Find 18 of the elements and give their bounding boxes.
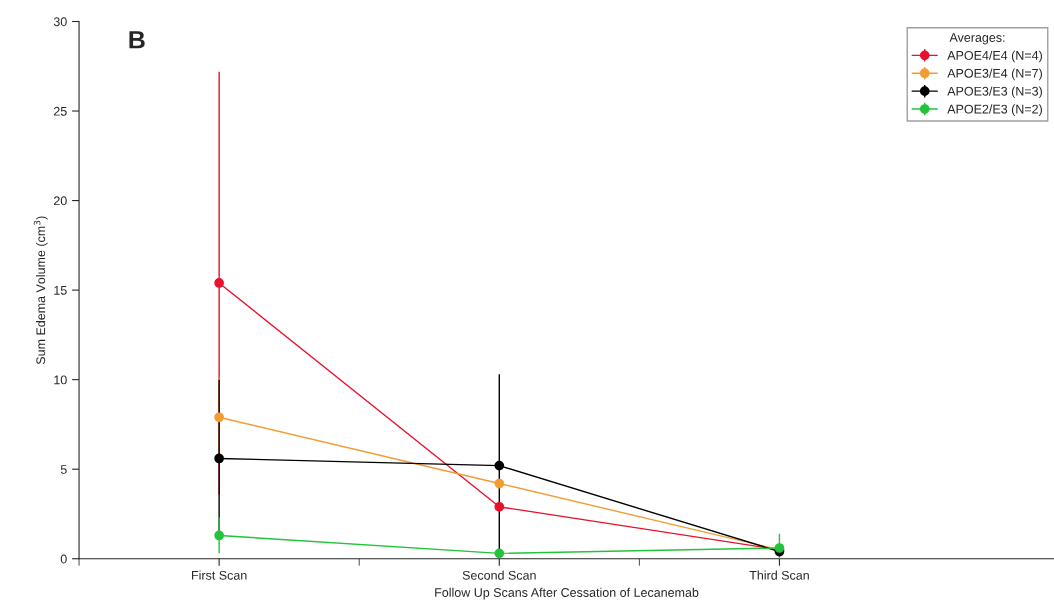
legend-label: APOE2/E3 (N=2) — [947, 104, 1042, 116]
x-tick-label: Third Scan — [749, 570, 809, 580]
y-tick-label: 30 — [53, 17, 67, 27]
y-tick-label: 10 — [54, 375, 67, 385]
legend-label: APOE3/E4 (N=7) — [947, 68, 1042, 81]
y-tick-label: 20 — [53, 196, 67, 206]
y-tick-label: 0 — [60, 554, 67, 564]
x-axis-title: Follow Up Scans After Cessation of Lecanemab — [435, 587, 699, 600]
legend-label: APOE3/E3 (N=3) — [947, 86, 1042, 99]
legend-label: APOE4/E4 (N=4) — [947, 50, 1042, 63]
y-tick-label: 15 — [54, 286, 67, 295]
annotation: B — [129, 31, 145, 49]
y-tick-label: 25 — [53, 106, 67, 116]
legend-title: Averages: — [949, 33, 1005, 45]
y-axis-title: Sum Edema Volume (cm$^{3}$) — [33, 216, 48, 365]
x-tick-label: First Scan — [192, 570, 247, 580]
y-tick-label: 5 — [60, 465, 67, 474]
x-tick-label: Second Scan — [462, 570, 536, 580]
